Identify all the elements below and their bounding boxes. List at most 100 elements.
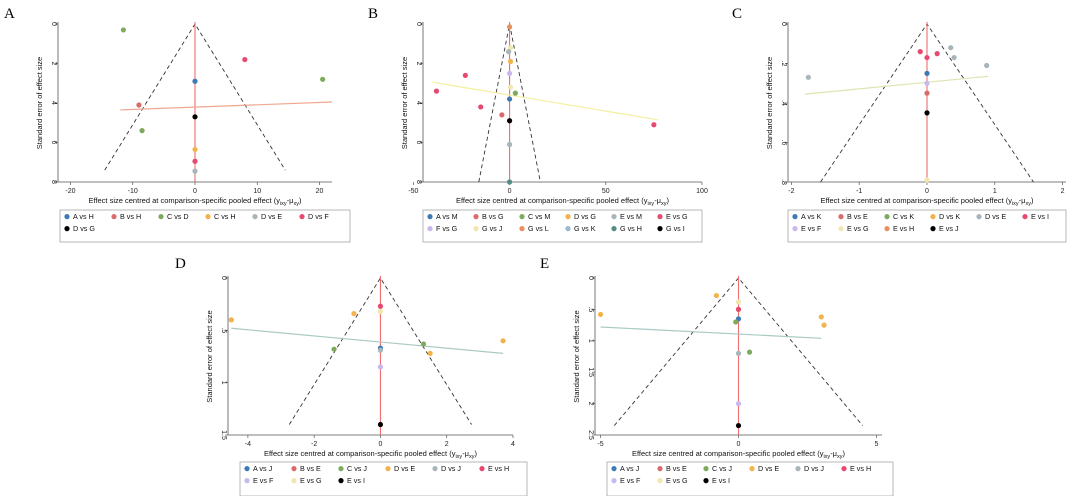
data-point	[320, 76, 326, 82]
data-point	[433, 88, 440, 94]
data-point	[192, 146, 198, 153]
x-axis-title-sub1: ixy	[647, 201, 654, 207]
legend-marker	[930, 226, 936, 232]
data-point	[192, 78, 198, 84]
legend-marker	[64, 226, 70, 232]
y-tick-label: 2	[415, 62, 422, 66]
legend-marker	[792, 214, 798, 220]
x-axis-title-end: )	[667, 196, 670, 205]
legend-marker	[611, 478, 617, 484]
x-axis-title-sub2: xy	[1026, 201, 1032, 207]
data-point	[478, 104, 484, 110]
regression-line	[804, 75, 989, 95]
legend-label: A vs J	[253, 464, 273, 473]
legend-label: E vs H	[488, 464, 509, 473]
funnel-lines	[478, 23, 541, 183]
y-axis-title: Standard error of effect size	[205, 310, 214, 402]
x-axis-title-end: )	[299, 196, 302, 205]
data-point	[984, 62, 990, 69]
data-point	[506, 24, 513, 30]
legend-marker	[792, 226, 798, 232]
legend-marker	[611, 226, 617, 232]
x-tick-label: 20	[316, 188, 324, 195]
legend-label: C vs K	[893, 212, 914, 221]
legend-label: A vs H	[73, 212, 94, 221]
y-tick-label: .5	[220, 327, 227, 333]
legend-marker	[795, 466, 801, 472]
legend-marker	[657, 214, 663, 220]
legend-box	[787, 209, 1067, 243]
data-point	[934, 51, 940, 57]
legend-marker	[158, 214, 164, 220]
y-axis-title: Standard error of effect size	[400, 57, 409, 149]
x-tick-label: 0	[508, 188, 512, 195]
legend-label: C vs H	[214, 212, 236, 221]
legend-label: A vs J	[620, 464, 640, 473]
y-tick-label: 0	[780, 22, 787, 26]
x-axis-title-sub2: xy	[661, 201, 667, 207]
legend-label: D vs G	[73, 224, 95, 233]
x-axis-title-main: Effect size centred at comparison-specif…	[820, 196, 1012, 205]
legend-label: E vs F	[253, 476, 274, 485]
legend-label: D vs K	[939, 212, 960, 221]
legend-label: E vs M	[620, 212, 642, 221]
x-tick-label: 0	[737, 441, 741, 448]
x-axis-title-main: Effect size centred at comparison-specif…	[632, 449, 824, 458]
legend-label: A vs M	[436, 212, 458, 221]
data-point	[507, 58, 514, 65]
x-axis-title-sub2: xy	[469, 454, 475, 460]
panel-label: D	[175, 256, 186, 272]
legend-label: C vs D	[167, 212, 189, 221]
regression-line	[231, 327, 504, 354]
x-tick-label: 0	[378, 441, 382, 448]
data-point	[242, 56, 248, 63]
y-tick-label: 2	[587, 402, 594, 406]
legend-label: G vs I	[666, 224, 685, 233]
legend-label: E vs J	[939, 224, 959, 233]
x-tick-label: 4	[511, 441, 515, 448]
legend-marker	[930, 214, 936, 220]
x-axis-title-mid: -μ	[287, 196, 294, 205]
panel-label: E	[540, 256, 549, 272]
x-axis-title-sub2: xy	[837, 454, 843, 460]
x-tick-label: -50	[408, 188, 418, 195]
legend-marker	[427, 214, 433, 220]
x-axis-title-end: )	[843, 449, 846, 458]
x-tick-label: 1	[993, 188, 997, 195]
legend-label: E vs G	[666, 476, 688, 485]
x-axis-title: Effect size centred at comparison-specif…	[264, 449, 478, 460]
data-point	[597, 311, 604, 318]
y-tick-label: 8	[415, 180, 422, 184]
y-tick-label: 6	[50, 141, 57, 145]
data-point	[462, 72, 468, 78]
data-point	[506, 70, 513, 76]
x-axis-title: Effect size centred at comparison-specif…	[88, 196, 302, 207]
y-tick-label: .2	[780, 61, 787, 67]
legend-label: E vs F	[801, 224, 822, 233]
x-axis-title-sub1: ixy	[280, 201, 287, 207]
y-tick-label: 0	[220, 276, 227, 280]
legend-marker	[385, 466, 391, 472]
data-point	[924, 90, 930, 96]
legend-marker	[703, 478, 709, 484]
data-point	[924, 70, 930, 76]
legend-label: B vs H	[120, 212, 141, 221]
x-axis-title-main: Effect size centred at comparison-specif…	[88, 196, 280, 205]
legend-label: D vs G	[574, 212, 596, 221]
x-tick-label: -4	[245, 441, 251, 448]
x-axis-title-sub1: ixy	[1012, 201, 1019, 207]
data-point	[351, 310, 357, 317]
x-axis-title-mid: -μ	[462, 449, 469, 458]
x-axis-title: Effect size centred at comparison-specif…	[820, 196, 1034, 207]
panel-label: A	[4, 6, 15, 22]
legend-marker	[244, 478, 250, 484]
legend-label: C vs M	[528, 212, 550, 221]
data-point	[733, 319, 739, 325]
data-point	[377, 347, 384, 353]
legend-marker	[841, 466, 847, 472]
x-tick-label: 5	[875, 441, 879, 448]
legend-marker	[611, 466, 617, 472]
legend-marker	[749, 466, 755, 472]
legend-marker	[432, 466, 438, 472]
legend-label: E vs I	[1031, 212, 1049, 221]
